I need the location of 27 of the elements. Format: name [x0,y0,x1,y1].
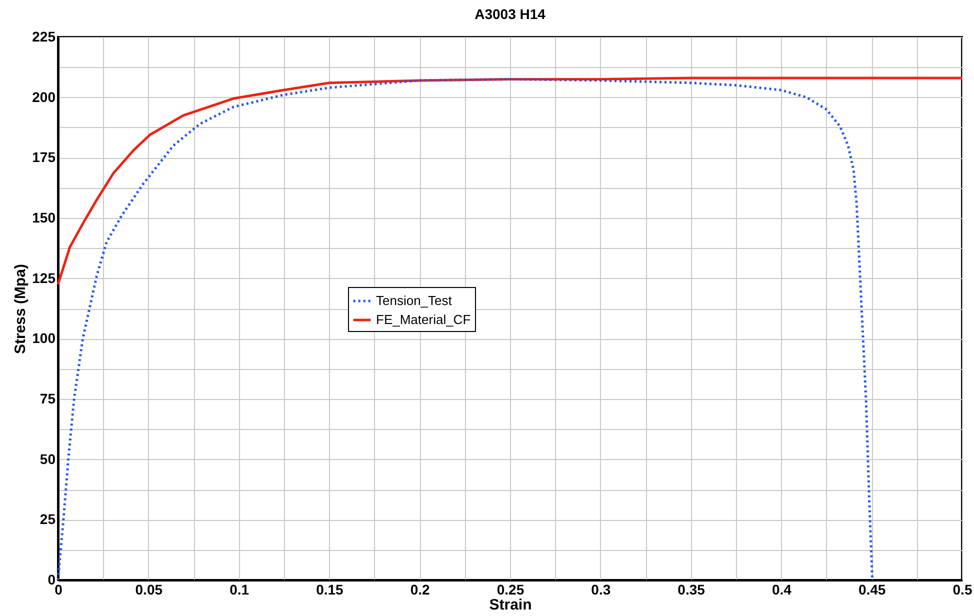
x-axis-title: Strain [489,596,532,614]
y-tick-label: 225 [32,28,56,44]
y-tick-label: 175 [32,149,56,166]
y-tick-label: 0 [48,572,56,588]
y-tick-label: 25 [40,511,56,528]
x-tick-label: 0.15 [316,582,344,598]
y-axis-title: Stress (Mpa) [12,264,30,354]
x-tick-label: 0.1 [230,582,250,598]
x-tick-label: 0.5 [952,582,972,598]
x-tick-label: 0.2 [410,582,430,598]
y-tick-label: 100 [32,330,56,346]
x-tick-label: 0.25 [496,582,524,598]
y-tick-label: 50 [40,450,56,467]
legend-label: Tension_Test [376,293,452,308]
line-series [56,76,964,286]
line-series [56,78,874,582]
x-tick-label: 0.45 [858,582,886,598]
x-tick-label: 0.35 [678,582,706,598]
y-tick-label: 200 [32,88,56,105]
y-tick-label: 125 [32,270,56,286]
legend-label: FE_Material_CF [376,312,471,327]
x-tick-label: 0.3 [591,582,611,598]
chart-title: A3003 H14 [474,6,546,22]
x-tick-label: 0.05 [135,582,163,598]
x-tick-label: 0.4 [772,582,792,598]
y-tick-label: 150 [32,210,56,226]
y-tick-label: 75 [40,390,56,406]
